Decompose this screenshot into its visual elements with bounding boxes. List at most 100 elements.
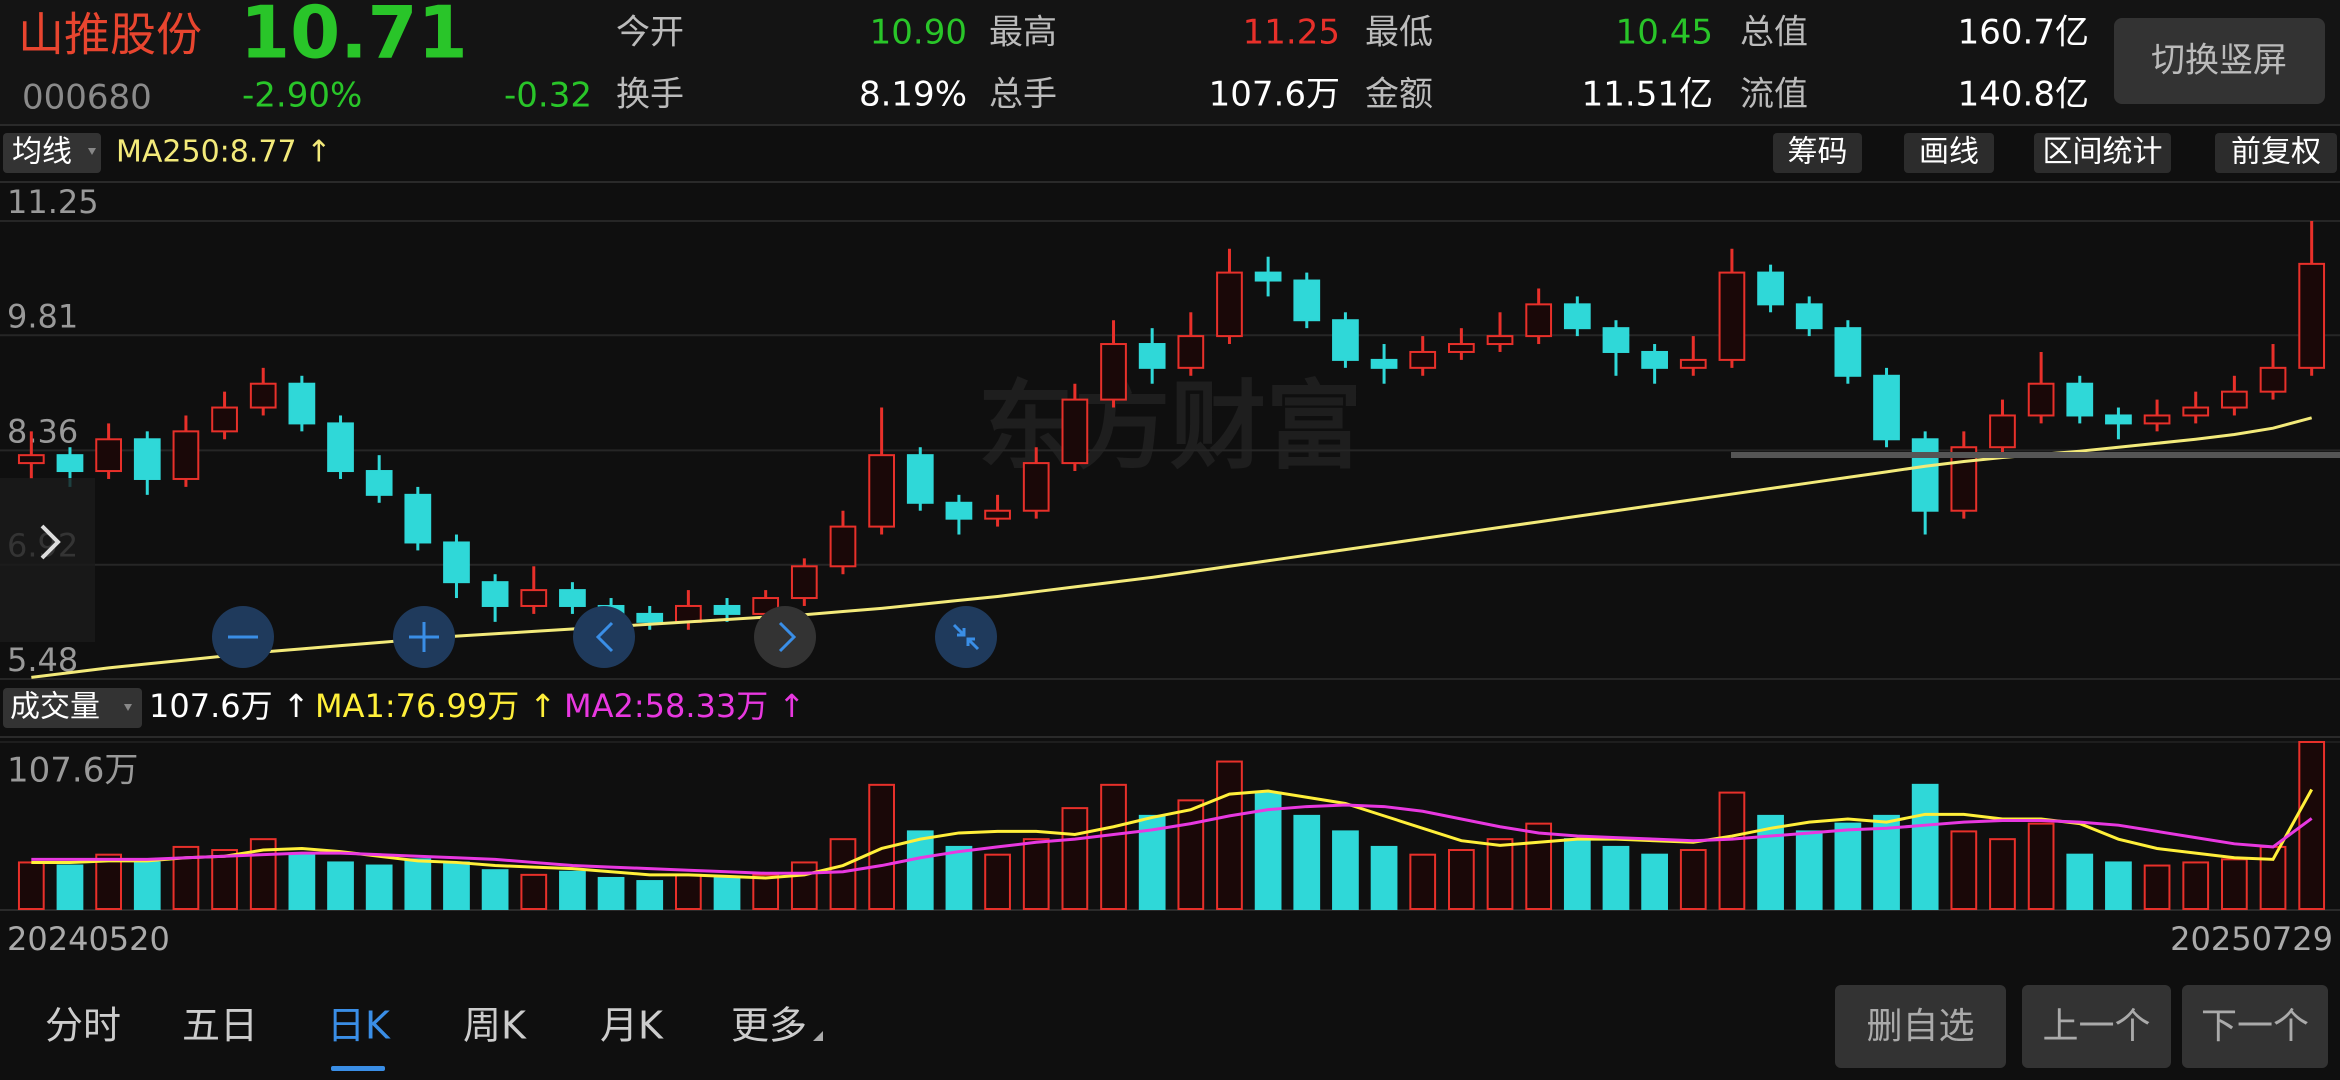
volume-bar [1718, 791, 1746, 911]
volume-bar [1100, 783, 1127, 910]
toolbar-button-label[interactable]: 画线 [1919, 135, 1979, 170]
stat-label: 最低 [1365, 13, 1433, 53]
candle-body [2027, 382, 2055, 417]
candle-body [56, 454, 84, 473]
volume-bar [597, 876, 625, 910]
volume-bar [790, 861, 818, 910]
volume-bar [752, 873, 780, 911]
volume-bar [1989, 838, 2016, 911]
volume-bar [713, 876, 741, 910]
candle-body [559, 589, 586, 607]
switch-button-label[interactable]: 切换竖屏 [2151, 41, 2287, 81]
stock-name: 山推股份 [18, 8, 202, 62]
candle-body [868, 454, 895, 528]
y-tick-label: 107.6万 [7, 751, 138, 791]
volume-bar [443, 861, 470, 910]
period-tab[interactable]: 更多 [731, 1004, 807, 1048]
period-tab[interactable]: 日K [327, 1004, 391, 1048]
candle-body [404, 493, 432, 544]
toolbar-button[interactable] [2215, 133, 2337, 173]
volume-selector[interactable] [3, 688, 142, 728]
volume-bar [1293, 814, 1321, 910]
ma-selector-label[interactable]: 均线 [12, 135, 72, 170]
candle-body [906, 454, 934, 504]
toolbar-button-label[interactable]: 筹码 [1788, 135, 1848, 170]
toolbar-button[interactable] [2034, 133, 2171, 173]
stat-label: 今开 [616, 13, 684, 53]
volume-bar [133, 861, 161, 910]
action-button[interactable] [1835, 985, 2006, 1068]
prev-button[interactable] [573, 606, 635, 668]
toolbar-button-label[interactable]: 区间统计 [2043, 135, 2163, 170]
candle-body [790, 565, 818, 600]
toolbar-button-label[interactable]: 前复权 [2231, 135, 2321, 170]
volume-bar [906, 830, 934, 910]
period-tab[interactable]: 月K [600, 1004, 664, 1048]
candle-body [365, 470, 393, 496]
candle-body [1873, 374, 1900, 441]
volume-bar [2221, 858, 2248, 911]
volume-bar [211, 849, 238, 910]
volume-bar [2143, 864, 2171, 910]
candle-body [2105, 414, 2132, 425]
y-tick-label: 8.36 [7, 412, 78, 450]
volume-bar [327, 861, 354, 910]
action-button-label[interactable]: 删自选 [1866, 1006, 1974, 1047]
candle-body [1061, 398, 1089, 465]
volume-bar [675, 873, 702, 911]
volume-bar [1409, 853, 1437, 911]
stock-code: 000680 [22, 78, 152, 118]
volume-bar [1950, 830, 1978, 910]
candle-body [1989, 414, 2016, 449]
stat-label: 金额 [1365, 75, 1433, 115]
stat-label: 总手 [989, 75, 1057, 115]
stat-label: 流值 [1740, 75, 1808, 115]
candle-body [481, 581, 509, 607]
stat-label: 总值 [1740, 13, 1808, 53]
bottom-buttons: 删自选 上一个 下一个 [1835, 985, 2328, 1068]
y-tick-label: 11.25 [7, 183, 99, 221]
volume-bar [2182, 861, 2210, 910]
candle-body [829, 525, 857, 568]
toolbar-button[interactable] [1773, 133, 1862, 173]
volume-bar [636, 880, 664, 910]
volume-selector-label[interactable]: 成交量 [10, 690, 100, 725]
change-pct: -2.90% [242, 76, 362, 116]
stat-value: 8.19% [859, 75, 967, 115]
volume-bar [984, 853, 1011, 911]
candle-body [17, 454, 45, 465]
volume-bar [1177, 799, 1205, 910]
action-button-label[interactable]: 下一个 [2201, 1006, 2309, 1047]
side-toggle[interactable] [0, 478, 95, 642]
stat-value: 107.6万 [1209, 75, 1340, 115]
volume-legend: 107.6万 ↑ [149, 687, 310, 725]
period-tab[interactable]: 五日 [182, 1004, 258, 1048]
volume-bar [56, 864, 84, 910]
reset-button[interactable] [935, 606, 997, 668]
action-button[interactable] [2022, 985, 2171, 1068]
side-toggle-icon [40, 524, 61, 560]
candle-body [288, 382, 316, 425]
end-date: 20250729 [2170, 920, 2333, 958]
volume-bar [1061, 807, 1089, 911]
action-button[interactable] [2182, 985, 2328, 1068]
next-button[interactable] [754, 606, 816, 668]
candle-body [1138, 343, 1166, 369]
period-tab[interactable]: 周K [463, 1004, 527, 1048]
switch-button[interactable] [2114, 18, 2325, 104]
volume-bar [1254, 791, 1282, 911]
volume-bar [1795, 830, 1823, 910]
volume-bar [365, 864, 393, 910]
volume-bar [95, 853, 122, 911]
toolbar-button[interactable] [1904, 133, 1994, 173]
candle-body [211, 406, 238, 433]
more-arrow [813, 1031, 823, 1041]
period-tab[interactable]: 分时 [45, 1004, 121, 1048]
candle-body [2182, 406, 2210, 417]
volume-bar [1370, 845, 1398, 910]
active-tab-indicator [331, 1066, 385, 1071]
stock-price: 10.71 [240, 0, 468, 75]
candle-body [133, 438, 161, 480]
action-button-label[interactable]: 上一个 [2042, 1006, 2150, 1047]
ma-selector[interactable] [3, 133, 101, 173]
